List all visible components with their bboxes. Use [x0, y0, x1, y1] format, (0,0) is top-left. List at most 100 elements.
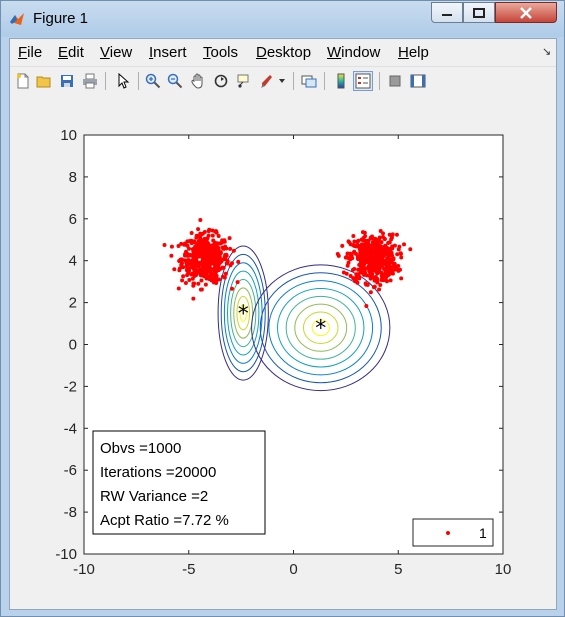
data-cursor-icon[interactable] [234, 71, 254, 91]
zoom-out-icon[interactable] [165, 71, 185, 91]
menu-file[interactable]: File [18, 44, 43, 61]
minimize-button[interactable] [431, 2, 463, 23]
data-point [185, 243, 190, 248]
matlab-icon [10, 13, 24, 25]
data-point [388, 278, 393, 283]
data-point [196, 261, 201, 266]
data-point [348, 273, 353, 278]
data-point [358, 259, 363, 264]
data-point [216, 234, 221, 239]
open-file-icon[interactable] [34, 71, 54, 91]
new-figure-icon[interactable] [13, 71, 33, 91]
data-point [350, 256, 355, 261]
data-point [201, 250, 206, 255]
data-point [205, 273, 210, 278]
maximize-button[interactable] [463, 2, 495, 23]
data-point [354, 251, 359, 256]
menu-dock-arrow-icon[interactable]: ↘ [542, 46, 552, 58]
menu-view[interactable]: View [100, 44, 133, 61]
data-point [366, 249, 371, 254]
contour-1-level-7 [311, 319, 330, 337]
contour-0-level-3 [227, 270, 260, 356]
data-point [199, 247, 204, 252]
contour-1-level-3 [277, 287, 365, 368]
data-point [355, 257, 360, 262]
menu-help[interactable]: Help [398, 44, 429, 61]
y-tick-label: -4 [64, 420, 77, 437]
data-point [363, 258, 368, 263]
figure-toolbar [10, 66, 556, 97]
data-point [187, 239, 192, 244]
brush-dropdown-icon[interactable] [277, 71, 287, 91]
hide-plot-tools-icon[interactable] [385, 71, 405, 91]
y-tick-label: -6 [64, 462, 77, 479]
window-title: Figure 1 [33, 10, 89, 27]
data-point [204, 244, 209, 249]
data-point [396, 268, 401, 273]
markers-layer: ** [238, 302, 327, 342]
rotate-3d-icon[interactable] [211, 71, 231, 91]
data-point [180, 278, 185, 283]
data-point [394, 232, 399, 237]
menu-tools[interactable]: Tools [203, 44, 239, 61]
data-point [221, 265, 226, 270]
data-point [352, 279, 357, 284]
data-point [375, 280, 380, 285]
figure-canvas: * * -10 -5 0 5 10 10 8 6 4 2 0 -2 -4 -6 -8 -10 Obvs =10… [10, 96, 556, 609]
data-point [196, 242, 201, 247]
contour-0-level-1 [220, 253, 266, 373]
x-ticks: -10 -5 0 5 10 [73, 135, 511, 578]
data-point [214, 230, 219, 235]
data-point [176, 286, 181, 291]
data-point [169, 253, 174, 258]
print-icon[interactable] [80, 71, 100, 91]
pointer-icon[interactable] [113, 71, 133, 91]
pan-icon[interactable] [188, 71, 208, 91]
menu-window[interactable]: Window [327, 44, 381, 61]
colorbar-icon[interactable] [331, 71, 351, 91]
contour-1-level-1 [259, 272, 382, 384]
brush-icon[interactable] [257, 71, 277, 91]
zoom-in-icon[interactable] [143, 71, 163, 91]
data-point [373, 266, 378, 271]
menu-insert[interactable]: Insert [149, 44, 187, 61]
data-point [179, 261, 184, 266]
legend[interactable]: 1 [412, 518, 494, 547]
data-point [176, 243, 181, 248]
x-tick-label: 5 [394, 561, 402, 578]
data-point [362, 230, 367, 235]
data-point [212, 256, 217, 261]
data-point [198, 269, 203, 274]
data-point [195, 269, 200, 274]
data-point [203, 282, 208, 287]
data-point [386, 273, 391, 278]
data-point [381, 253, 386, 258]
data-point [380, 231, 385, 236]
data-point [398, 252, 403, 257]
data-point [187, 277, 192, 282]
data-point [351, 233, 356, 238]
show-plot-tools-icon[interactable] [408, 71, 428, 91]
menu-edit[interactable]: Edit [58, 44, 84, 61]
y-tick-label: 8 [69, 169, 77, 186]
data-point [378, 282, 383, 287]
data-point [196, 227, 201, 232]
data-point [183, 280, 188, 285]
contour-0-level-6 [236, 295, 251, 331]
points-layer [162, 218, 413, 308]
close-button[interactable] [495, 2, 557, 23]
data-point [172, 267, 177, 272]
legend-icon[interactable] [353, 71, 373, 91]
save-icon[interactable] [57, 71, 77, 91]
y-tick-label: 4 [69, 253, 77, 270]
data-point [366, 265, 371, 270]
center-marker-1: * [315, 317, 326, 342]
link-plot-icon[interactable] [299, 71, 319, 91]
data-point [208, 251, 213, 256]
title-bar[interactable]: Figure 1 [1, 1, 564, 37]
data-point [191, 254, 196, 259]
data-point [192, 281, 197, 286]
menu-desktop[interactable]: Desktop [256, 44, 312, 61]
data-point [390, 232, 395, 237]
